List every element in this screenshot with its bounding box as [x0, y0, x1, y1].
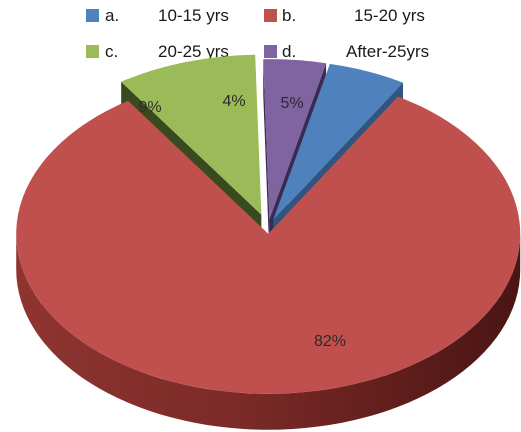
data-label-a: 5% [280, 95, 303, 112]
legend-swatch-d [264, 45, 277, 58]
slice-b-rim [16, 233, 521, 430]
legend-item-a: a. 10-15 yrs [86, 6, 229, 25]
slice-d-cut-face [263, 59, 270, 256]
data-labels: 5% 82% 9% 4% [138, 93, 346, 350]
legend-label-c: 20-25 yrs [158, 42, 229, 61]
slice-b [16, 96, 521, 430]
legend-swatch-c [86, 45, 99, 58]
slice-c-top [121, 54, 262, 215]
legend-item-c: c. 20-25 yrs [86, 42, 229, 61]
legend-swatch-b [264, 9, 277, 22]
slice-a-top [273, 63, 404, 220]
pie [16, 54, 521, 430]
legend-label-a: 10-15 yrs [158, 6, 229, 25]
legend-letter-c: c. [105, 42, 118, 61]
data-label-c: 9% [138, 99, 161, 116]
legend-label-b: 15-20 yrs [354, 6, 425, 25]
legend-swatch-a [86, 9, 99, 22]
legend-letter-a: a. [105, 6, 119, 25]
slice-d-top [263, 59, 327, 220]
slice-b-top [16, 96, 521, 394]
legend-item-d: d. After-25yrs [264, 42, 429, 61]
data-label-b: 82% [314, 333, 346, 350]
legend-letter-d: d. [282, 42, 296, 61]
legend: a. 10-15 yrs b. 15-20 yrs c. 20-25 yrs d… [86, 6, 429, 61]
legend-letter-b: b. [282, 6, 296, 25]
data-label-d: 4% [222, 93, 245, 110]
legend-item-b: b. 15-20 yrs [264, 6, 425, 25]
legend-label-d: After-25yrs [346, 42, 429, 61]
